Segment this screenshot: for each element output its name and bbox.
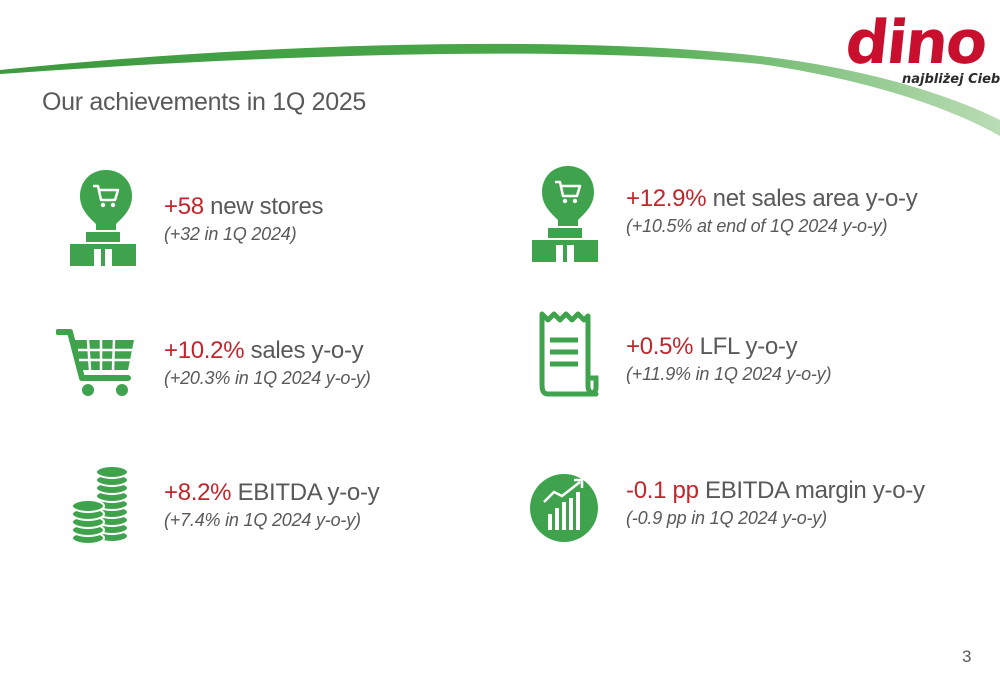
achievement-headline: +12.9% net sales area y-o-y bbox=[626, 184, 918, 214]
achievement-note: (+20.3% in 1Q 2024 y-o-y) bbox=[164, 368, 371, 388]
logo-wordmark: dino bbox=[842, 8, 990, 78]
achievement-highlight: +8.2% bbox=[164, 479, 232, 506]
achievement-note: (+10.5% at end of 1Q 2024 y-o-y) bbox=[626, 216, 888, 236]
achievement-label: new stores bbox=[203, 193, 324, 220]
achievement-note: (-0.9 pp in 1Q 2024 y-o-y) bbox=[626, 508, 827, 528]
achievement-lfl: +0.5% LFL y-o-y (+11.9% in 1Q 2024 y-o-y… bbox=[534, 308, 974, 418]
slide-title: Our achievements in 1Q 2025 bbox=[42, 88, 367, 116]
achievement-note: (+32 in 1Q 2024) bbox=[164, 224, 297, 244]
achievement-headline: +8.2% EBITDA y-o-y bbox=[164, 478, 380, 508]
achievement-ebitda-margin: -0.1 pp EBITDA margin y-o-y (-0.9 pp in … bbox=[530, 462, 970, 572]
achievement-note: (+7.4% in 1Q 2024 y-o-y) bbox=[164, 510, 361, 530]
achievement-label: LFL y-o-y bbox=[693, 333, 798, 360]
achievement-note: (+11.9% in 1Q 2024 y-o-y) bbox=[626, 364, 832, 384]
coins-icon bbox=[71, 465, 129, 545]
store-icon bbox=[532, 166, 598, 262]
achievement-headline: -0.1 pp EBITDA margin y-o-y bbox=[626, 476, 925, 506]
achievement-new-stores: +58 new stores (+32 in 1Q 2024) bbox=[68, 166, 508, 276]
achievement-label: EBITDA margin y-o-y bbox=[698, 477, 925, 504]
page-number: 3 bbox=[962, 647, 972, 666]
achievement-headline: +58 new stores bbox=[164, 192, 324, 222]
achievement-label: net sales area y-o-y bbox=[706, 185, 918, 212]
achievement-highlight: +12.9% bbox=[626, 185, 707, 212]
achievement-highlight: +10.2% bbox=[164, 337, 245, 364]
growth-chart-icon bbox=[530, 474, 598, 542]
dino-logo: dino najbliżej Ciebie bbox=[840, 8, 1000, 96]
achievement-ebitda: +8.2% EBITDA y-o-y (+7.4% in 1Q 2024 y-o… bbox=[68, 452, 508, 562]
achievement-headline: +10.2% sales y-o-y bbox=[164, 336, 371, 366]
achievement-sales: +10.2% sales y-o-y (+20.3% in 1Q 2024 y-… bbox=[56, 310, 496, 420]
achievement-label: EBITDA y-o-y bbox=[231, 479, 380, 506]
achievement-highlight: -0.1 pp bbox=[626, 477, 699, 504]
achievement-net-sales-area: +12.9% net sales area y-o-y (+10.5% at e… bbox=[530, 162, 970, 272]
shopping-cart-icon bbox=[56, 329, 134, 396]
achievement-label: sales y-o-y bbox=[244, 337, 364, 364]
receipt-icon bbox=[539, 311, 599, 397]
achievement-highlight: +0.5% bbox=[626, 333, 694, 360]
achievement-headline: +0.5% LFL y-o-y bbox=[626, 332, 831, 362]
logo-tagline: najbliżej Ciebie bbox=[902, 72, 1000, 87]
store-icon bbox=[70, 170, 136, 266]
achievement-highlight: +58 bbox=[164, 193, 204, 220]
